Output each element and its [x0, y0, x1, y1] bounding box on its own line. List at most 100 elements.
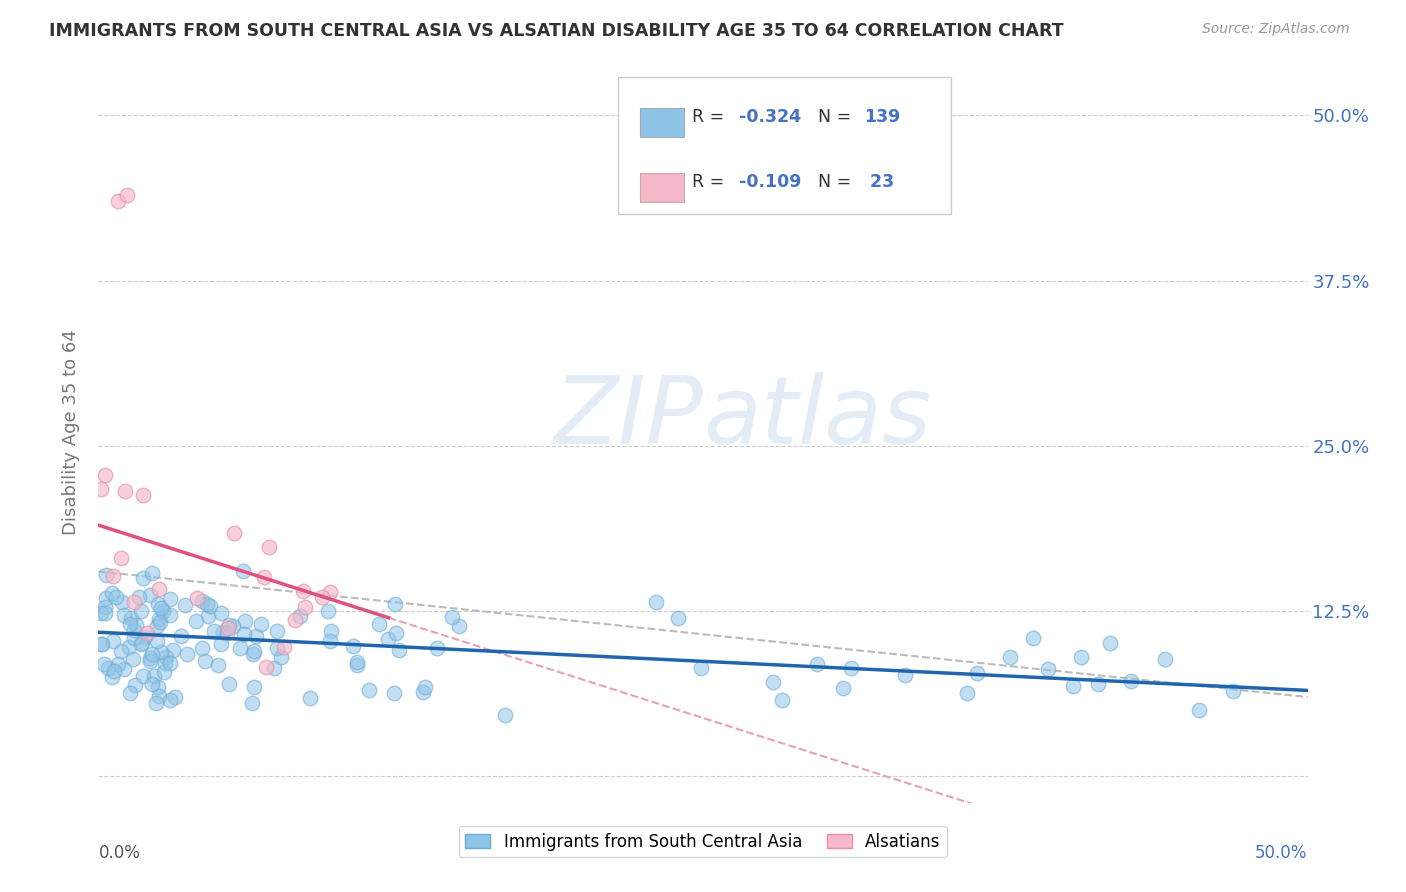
Point: [194, 654, 217, 668]
Point: [253, 570, 276, 584]
Point: [146, 597, 169, 611]
Point: [249, 617, 271, 632]
Point: [101, 585, 124, 599]
Point: [956, 686, 979, 700]
Point: [162, 643, 184, 657]
Point: [288, 608, 311, 623]
FancyBboxPatch shape: [640, 108, 683, 137]
Point: [894, 668, 917, 682]
Point: [112, 662, 135, 676]
Point: [382, 686, 405, 700]
Point: [388, 642, 411, 657]
Point: [413, 680, 436, 694]
Point: [319, 624, 342, 639]
Point: [132, 488, 155, 502]
Point: [294, 600, 316, 615]
Point: [101, 670, 124, 684]
Point: [359, 682, 381, 697]
Point: [966, 666, 988, 681]
Point: [125, 618, 148, 632]
Point: [1036, 661, 1059, 675]
Y-axis label: Disability Age 35 to 64: Disability Age 35 to 64: [62, 330, 80, 535]
Point: [174, 598, 197, 612]
Point: [233, 627, 256, 641]
Point: [218, 618, 240, 632]
Point: [118, 686, 141, 700]
Point: [145, 696, 167, 710]
Point: [217, 621, 239, 635]
Point: [284, 613, 307, 627]
Point: [832, 681, 855, 695]
Point: [384, 598, 406, 612]
Point: [186, 591, 208, 605]
Point: [107, 657, 129, 671]
Text: -0.324: -0.324: [740, 108, 801, 127]
Point: [139, 588, 162, 602]
Point: [806, 657, 828, 671]
Point: [198, 599, 221, 613]
Point: [159, 591, 181, 606]
Point: [441, 610, 464, 624]
Point: [266, 641, 288, 656]
Text: 50.0%: 50.0%: [1256, 844, 1308, 862]
Point: [111, 594, 134, 608]
Point: [135, 625, 157, 640]
Point: [690, 661, 713, 675]
Text: N =: N =: [818, 173, 856, 191]
Point: [148, 612, 170, 626]
Point: [90, 637, 112, 651]
Point: [143, 669, 166, 683]
Point: [266, 624, 288, 638]
Point: [211, 625, 233, 640]
Text: 0.0%: 0.0%: [98, 844, 141, 862]
Point: [221, 619, 243, 633]
Point: [218, 677, 240, 691]
FancyBboxPatch shape: [619, 78, 950, 214]
Point: [159, 693, 181, 707]
Point: [176, 647, 198, 661]
Point: [426, 640, 449, 655]
Point: [263, 661, 285, 675]
Point: [311, 590, 333, 604]
Point: [101, 634, 124, 648]
Point: [139, 655, 162, 669]
Text: atlas: atlas: [703, 372, 931, 463]
Point: [1099, 636, 1122, 650]
Point: [346, 658, 368, 673]
Point: [128, 590, 150, 604]
Text: R =: R =: [692, 108, 730, 127]
Point: [841, 661, 863, 675]
Point: [1153, 652, 1175, 666]
Point: [110, 550, 132, 565]
Point: [668, 610, 690, 624]
Point: [103, 664, 125, 678]
Point: [377, 632, 399, 647]
Point: [1087, 677, 1109, 691]
Point: [215, 625, 238, 640]
Point: [112, 607, 135, 622]
Point: [191, 594, 214, 608]
Point: [1119, 674, 1142, 689]
Point: [155, 649, 177, 664]
Text: 139: 139: [863, 108, 900, 127]
Point: [159, 656, 181, 670]
Text: ZIP: ZIP: [554, 372, 703, 463]
Point: [243, 644, 266, 658]
Point: [494, 707, 516, 722]
Point: [107, 194, 129, 209]
Point: [141, 647, 163, 661]
Text: 23: 23: [863, 173, 894, 191]
Point: [104, 591, 127, 605]
Point: [447, 619, 470, 633]
Point: [1222, 684, 1244, 698]
Point: [146, 680, 169, 694]
Point: [762, 675, 785, 690]
Point: [229, 641, 252, 656]
Point: [259, 540, 281, 554]
Point: [94, 567, 117, 582]
Point: [94, 599, 117, 614]
Point: [141, 677, 163, 691]
Text: R =: R =: [692, 173, 730, 191]
Point: [191, 640, 214, 655]
Point: [149, 601, 172, 615]
